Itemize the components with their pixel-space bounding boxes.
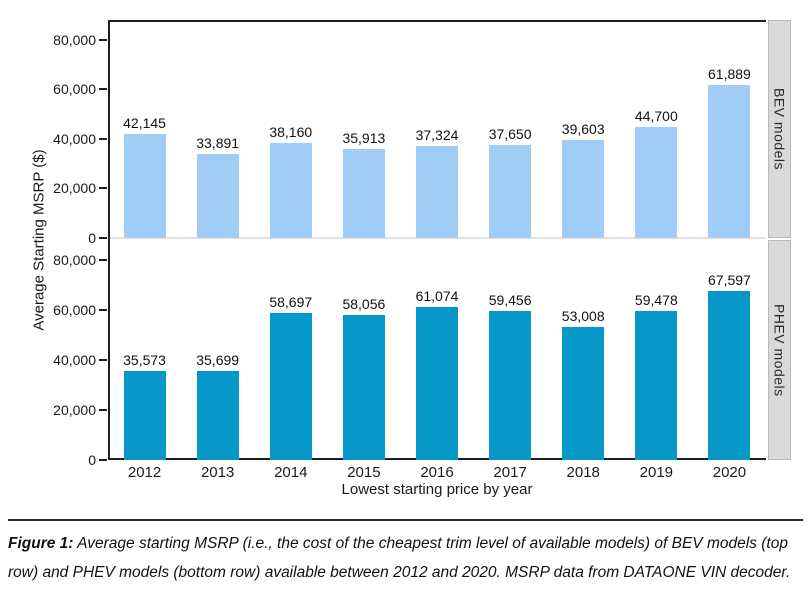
caption-label: Figure 1: xyxy=(8,535,74,552)
y-tick-label: 0 xyxy=(88,452,96,468)
y-tick-mark xyxy=(99,88,107,91)
bar xyxy=(196,370,239,460)
bar-value-label: 35,699 xyxy=(196,351,240,368)
bar xyxy=(489,144,532,238)
y-tick-label: 40,000 xyxy=(53,352,96,368)
x-axis-title: Lowest starting price by year xyxy=(341,481,533,498)
y-tick-label: 20,000 xyxy=(53,402,96,418)
y-tick-label: 40,000 xyxy=(53,130,96,147)
y-tick-label: 60,000 xyxy=(53,81,96,98)
bar xyxy=(635,127,678,238)
caption-text: Figure 1: Average starting MSRP (i.e., t… xyxy=(8,529,803,587)
x-tick-label: 2020 xyxy=(712,464,747,481)
bar-value-label: 61,074 xyxy=(415,288,459,305)
bar-value-label: 35,573 xyxy=(123,352,166,369)
facet-strip-label: BEV models xyxy=(771,87,788,171)
bar xyxy=(123,371,166,460)
facet-strip-label: PHEV models xyxy=(771,303,788,397)
y-tick-label: 80,000 xyxy=(53,31,96,48)
y-tick-label: 60,000 xyxy=(53,302,96,318)
bar xyxy=(416,145,458,238)
caption-rule xyxy=(8,519,803,521)
bar xyxy=(708,291,751,460)
figure-caption: Figure 1: Average starting MSRP (i.e., t… xyxy=(0,519,811,587)
bar-value-label: 58,056 xyxy=(342,295,386,312)
x-tick-label: 2019 xyxy=(639,464,674,481)
x-tick-label: 2018 xyxy=(566,464,600,481)
bar xyxy=(342,149,385,238)
bar-value-label: 37,324 xyxy=(415,126,459,143)
x-tick-label: 2013 xyxy=(200,464,235,481)
bar xyxy=(635,311,678,460)
y-tick-label: 80,000 xyxy=(53,252,96,268)
bar xyxy=(269,143,312,238)
y-tick-mark xyxy=(99,409,107,411)
bar-value-label: 39,603 xyxy=(561,120,605,137)
y-tick-label: 0 xyxy=(88,230,96,246)
bar-value-label: 37,650 xyxy=(488,125,532,142)
x-tick-label: 2017 xyxy=(493,464,527,481)
bar xyxy=(562,139,605,238)
x-tick-label: 2015 xyxy=(347,464,381,481)
y-tick-mark xyxy=(99,359,107,361)
y-tick-mark xyxy=(99,38,107,41)
bar xyxy=(708,84,751,238)
msrp-bar-chart: Average Starting MSRP ($) Lowest startin… xyxy=(31,20,791,498)
bar xyxy=(416,307,458,460)
bar-value-label: 59,456 xyxy=(488,292,532,309)
bar-value-label: 33,891 xyxy=(196,135,240,152)
y-tick-mark xyxy=(99,259,107,261)
bar-value-label: 61,889 xyxy=(708,65,751,82)
y-tick-label: 20,000 xyxy=(53,180,96,197)
bar-value-label: 38,160 xyxy=(269,124,313,141)
y-tick-mark xyxy=(99,137,107,140)
bar-value-label: 35,913 xyxy=(342,130,386,147)
bar-value-label: 53,008 xyxy=(561,308,605,325)
y-tick-mark xyxy=(99,237,107,239)
bar xyxy=(489,311,532,460)
caption-body: Average starting MSRP (i.e., the cost of… xyxy=(8,535,791,581)
y-tick-mark xyxy=(99,187,107,190)
x-tick-label: 2014 xyxy=(274,464,308,481)
x-tick-label: 2016 xyxy=(420,464,454,481)
bar-value-label: 58,697 xyxy=(269,294,313,311)
panel-divider xyxy=(110,237,766,239)
facet-strip: PHEV models xyxy=(768,240,791,460)
bar-value-label: 42,145 xyxy=(123,114,166,131)
x-tick-label: 2012 xyxy=(127,464,162,481)
bar xyxy=(123,133,166,238)
bar-value-label: 44,700 xyxy=(634,108,678,125)
y-tick-mark xyxy=(99,459,107,461)
bar-value-label: 67,597 xyxy=(708,272,751,288)
bar xyxy=(342,314,385,460)
y-tick-mark xyxy=(99,309,107,311)
bar-value-label: 59,478 xyxy=(634,292,678,309)
bar xyxy=(196,154,239,238)
bar xyxy=(269,313,312,460)
facet-strip: BEV models xyxy=(768,20,791,238)
bar xyxy=(562,327,605,460)
